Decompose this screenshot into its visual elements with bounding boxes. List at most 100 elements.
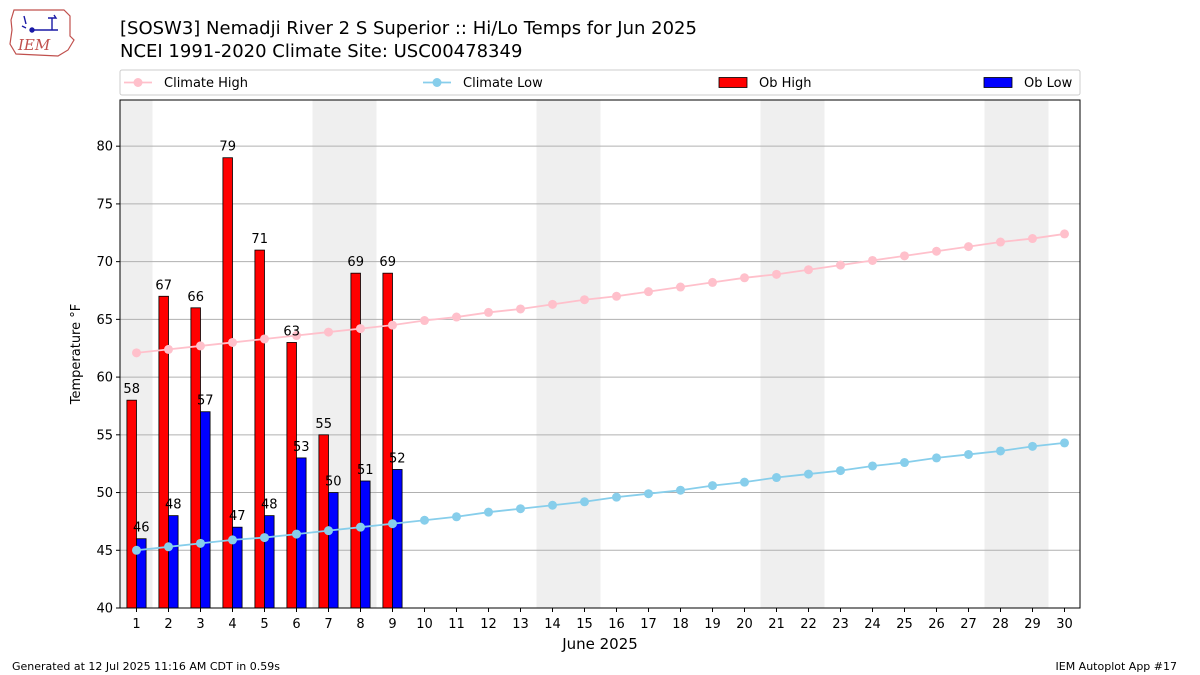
- x-tick-label-22: 22: [800, 617, 817, 632]
- x-tick-label-7: 7: [324, 617, 332, 632]
- climate-high-point-18: [676, 282, 685, 292]
- generated-timestamp: Generated at 12 Jul 2025 11:16 AM CDT in…: [12, 660, 280, 673]
- climate-low-point-25: [900, 458, 909, 468]
- ob-high-value-label-4: 79: [219, 140, 236, 155]
- climate-low-point-29: [1028, 441, 1037, 451]
- y-tick-label-80: 80: [96, 140, 113, 155]
- climate-high-point-24: [868, 255, 877, 265]
- ob-low-value-label-9: 52: [389, 451, 406, 466]
- weekend-band-22: [792, 100, 825, 608]
- ob-high-value-label-5: 71: [251, 232, 268, 247]
- climate-high-point-26: [932, 246, 941, 256]
- ob-low-value-label-8: 51: [357, 463, 374, 478]
- ob-low-value-label-6: 53: [293, 440, 310, 455]
- climate-low-point-9: [388, 519, 397, 529]
- climate-high-line: [136, 233, 1065, 354]
- climate-high-point-5: [260, 334, 269, 344]
- climate-high-point-11: [452, 312, 461, 322]
- y-tick-label-50: 50: [96, 486, 113, 501]
- y-tick-label-40: 40: [96, 602, 113, 617]
- y-tick-label-60: 60: [96, 371, 113, 386]
- ob-high-bar-7: [318, 434, 329, 609]
- y-tick-label-65: 65: [96, 313, 113, 328]
- climate-high-point-30: [1060, 229, 1069, 239]
- ob-low-value-label-4: 47: [229, 509, 246, 524]
- climate-low-point-10: [420, 515, 429, 525]
- x-tick-label-4: 4: [228, 617, 236, 632]
- x-tick-label-17: 17: [640, 617, 657, 632]
- climate-low-point-15: [580, 497, 589, 507]
- x-tick-label-5: 5: [260, 617, 268, 632]
- ob-low-bar-3: [200, 411, 211, 609]
- climate-lines: [132, 229, 1069, 555]
- ob-high-value-label-6: 63: [283, 324, 300, 339]
- ob-low-value-label-3: 57: [197, 394, 214, 409]
- weekend-band-14: [536, 100, 569, 608]
- y-axis-label: Temperature °F: [69, 304, 84, 405]
- climate-low-point-28: [996, 446, 1005, 456]
- weekend-band-28: [984, 100, 1017, 608]
- y-tick-label-45: 45: [96, 544, 113, 559]
- ob-low-bar-9: [392, 469, 403, 609]
- climate-low-point-5: [260, 533, 269, 543]
- climate-low-point-3: [196, 538, 205, 548]
- ob-high-legend-swatch: [718, 77, 748, 88]
- x-tick-label-18: 18: [672, 617, 689, 632]
- x-tick-label-29: 29: [1024, 617, 1041, 632]
- climate-high-point-17: [644, 287, 653, 297]
- climate-low-point-24: [868, 461, 877, 471]
- ob-high-bar-2: [158, 295, 169, 609]
- x-tick-label-14: 14: [544, 617, 561, 632]
- y-tick-label-70: 70: [96, 255, 113, 270]
- ob-high-bar-6: [286, 342, 297, 609]
- x-tick-label-3: 3: [196, 617, 204, 632]
- iem-logo-text: IEM: [17, 36, 51, 54]
- climate-low-legend-marker: [432, 78, 442, 87]
- climate-high-point-27: [964, 242, 973, 252]
- x-tick-label-11: 11: [448, 617, 465, 632]
- app-label: IEM Autoplot App #17: [1055, 660, 1178, 673]
- weekend-band-21: [760, 100, 793, 608]
- climate-high-point-21: [772, 269, 781, 279]
- climate-high-point-1: [132, 348, 141, 358]
- ob-high-bar-5: [254, 249, 265, 609]
- ob-high-value-label-1: 58: [123, 382, 140, 397]
- legend-box: [119, 69, 1081, 96]
- climate-low-legend-label: Climate Low: [463, 76, 543, 91]
- x-tick-label-1: 1: [132, 617, 140, 632]
- climate-low-point-30: [1060, 438, 1069, 448]
- ob-low-value-label-2: 48: [165, 498, 182, 513]
- ob-low-bar-8: [360, 480, 371, 609]
- x-tick-label-23: 23: [832, 617, 849, 632]
- chart-subtitle: NCEI 1991-2020 Climate Site: USC00478349: [120, 41, 523, 62]
- climate-high-legend-marker: [133, 78, 143, 87]
- climate-high-point-23: [836, 260, 845, 270]
- climate-high-point-10: [420, 316, 429, 326]
- ob-low-bar-7: [328, 492, 339, 609]
- climate-high-point-7: [324, 327, 333, 337]
- climate-high-point-2: [164, 344, 173, 354]
- ob-high-value-label-7: 55: [315, 417, 332, 432]
- climate-low-point-21: [772, 473, 781, 483]
- ob-high-value-label-3: 66: [187, 290, 204, 305]
- climate-low-point-13: [516, 504, 525, 514]
- x-tick-label-25: 25: [896, 617, 913, 632]
- climate-low-point-14: [548, 500, 557, 510]
- climate-low-point-26: [932, 453, 941, 463]
- climate-low-point-16: [612, 492, 621, 502]
- x-tick-label-13: 13: [512, 617, 529, 632]
- x-tick-label-20: 20: [736, 617, 753, 632]
- climate-low-point-11: [452, 512, 461, 522]
- climate-low-point-7: [324, 526, 333, 536]
- climate-high-point-19: [708, 277, 717, 287]
- climate-low-point-19: [708, 481, 717, 491]
- climate-low-point-27: [964, 449, 973, 459]
- ob-high-value-label-2: 67: [155, 278, 172, 293]
- x-tick-label-30: 30: [1056, 617, 1073, 632]
- climate-high-legend-label: Climate High: [164, 76, 248, 91]
- climate-high-point-6: [292, 331, 301, 341]
- climate-low-point-17: [644, 489, 653, 499]
- climate-high-point-4: [228, 337, 237, 347]
